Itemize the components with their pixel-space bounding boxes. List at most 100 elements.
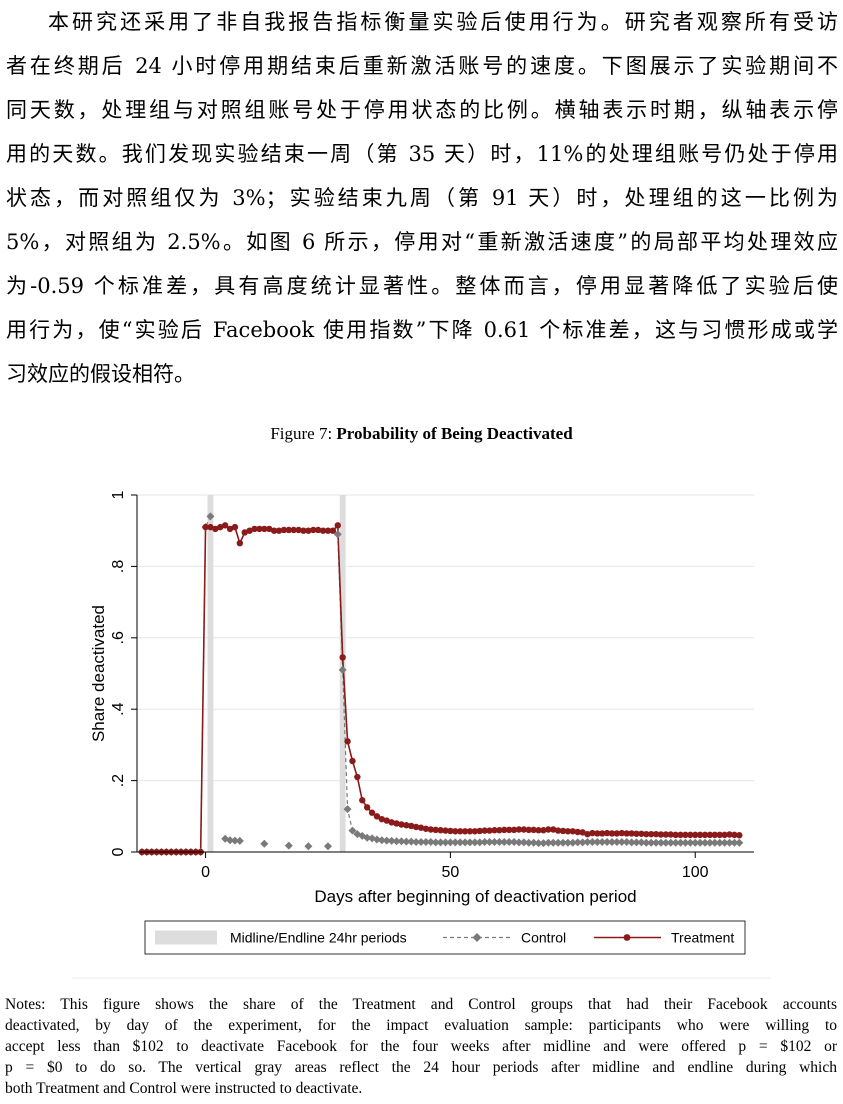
paragraph-line: 同天数，处理组与对照组账号处于停用状态的比例。横轴表示时期，纵轴表示停	[6, 98, 838, 122]
treatment-point	[378, 815, 386, 823]
treatment-point	[403, 822, 410, 829]
control-point	[696, 838, 705, 847]
notes-line: deactivated, by day of the experiment, f…	[5, 1017, 837, 1034]
plot-background	[137, 495, 754, 852]
control-point	[485, 838, 494, 847]
control-point	[412, 838, 421, 847]
treatment-point	[510, 826, 518, 834]
treatment-point	[618, 829, 625, 837]
control-point	[656, 838, 665, 847]
control-point	[235, 836, 244, 845]
control-point	[456, 838, 465, 847]
treatment-point	[643, 830, 650, 838]
control-point	[304, 842, 313, 851]
control-point	[524, 838, 533, 847]
treatment-point	[251, 525, 258, 533]
treatment-point	[295, 526, 302, 534]
treatment-point	[608, 830, 616, 837]
treatment-point	[559, 827, 567, 835]
treatment-point	[314, 526, 322, 534]
control-point	[338, 665, 347, 674]
legend: Midline/Endline 24hr periods Control Tre…	[144, 920, 746, 955]
treatment-point	[496, 827, 503, 834]
x-tick-label: 50	[441, 864, 459, 881]
treatment-point	[628, 830, 635, 837]
treatment-point	[662, 831, 670, 838]
control-point	[226, 836, 235, 845]
treatment-point	[701, 831, 709, 839]
treatment-point	[584, 830, 591, 838]
treatment-point	[408, 822, 415, 830]
treatment-point	[217, 523, 224, 531]
control-point	[676, 838, 685, 847]
control-point	[377, 836, 386, 845]
treatment-point	[310, 526, 317, 534]
x-ticks: 0 50 100	[201, 852, 709, 881]
control-point	[598, 838, 607, 847]
treatment-point	[221, 522, 229, 529]
treatment-point	[359, 797, 366, 804]
control-point	[622, 838, 631, 847]
treatment-point	[535, 827, 542, 834]
control-point	[446, 838, 455, 847]
treatment-point	[363, 804, 371, 811]
x-tick-label: 100	[682, 864, 709, 881]
legend-control-label: Control	[521, 930, 566, 946]
treatment-point	[540, 827, 547, 834]
control-point	[260, 839, 269, 848]
control-point	[206, 512, 215, 521]
treatment-point	[550, 826, 557, 833]
treatment-point	[383, 817, 390, 824]
control-point	[387, 836, 396, 845]
body-paragraph: 本研究还采用了非自我报告指标衡量实验后使用行为。研究者观察所有受访 者在终期后 …	[6, 0, 838, 396]
treatment-point	[261, 525, 268, 533]
treatment-point	[300, 527, 307, 534]
treatment-point	[226, 525, 234, 533]
control-point	[583, 838, 592, 847]
control-point	[559, 838, 568, 847]
control-point	[284, 841, 293, 850]
treatment-point	[417, 824, 425, 831]
treatment-point	[305, 527, 312, 534]
control-point	[495, 838, 504, 847]
treatment-point	[202, 523, 209, 531]
control-point	[681, 838, 690, 847]
control-point	[230, 836, 239, 845]
treatment-point	[520, 826, 528, 833]
legend-treatment-marker	[623, 934, 631, 941]
deactivation-chart: 0 .2 .4 .6 .8 1 0 50 100 Share deactivated Days…	[72, 490, 771, 979]
control-point	[382, 836, 391, 845]
y-tick-label: .2	[110, 774, 127, 787]
treatment-point	[256, 525, 263, 533]
treatment-point	[652, 830, 660, 838]
control-point	[661, 838, 670, 847]
treatment-point	[476, 827, 483, 835]
control-point	[652, 838, 661, 847]
control-point	[436, 838, 445, 847]
notes-line: Notes: This figure shows the share of th…	[5, 996, 837, 1013]
treatment-point	[721, 831, 728, 839]
treatment-point	[525, 826, 532, 834]
control-point	[710, 838, 719, 847]
treatment-point	[280, 526, 288, 534]
control-point	[578, 838, 587, 847]
treatment-point	[270, 527, 278, 534]
treatment-point	[246, 527, 253, 534]
paragraph-line: 者在终期后 24 小时停用期结束后重新激活账号的速度。下图展示了实验期间不	[6, 54, 838, 78]
y-tick-label: .4	[110, 702, 127, 715]
control-point	[632, 838, 641, 847]
treatment-point	[354, 773, 361, 781]
control-point	[353, 830, 362, 839]
treatment-point	[682, 831, 689, 839]
treatment-point	[706, 831, 714, 839]
control-point	[554, 838, 563, 847]
treatment-point	[324, 527, 332, 534]
paragraph-line: 本研究还采用了非自我报告指标衡量实验后使用行为。研究者观察所有受访	[48, 10, 838, 34]
treatment-point	[344, 738, 351, 745]
treatment-point	[574, 828, 581, 836]
control-point	[534, 839, 543, 848]
paragraph-line: 用的天数。我们发现实验结束一周（第 35 天）时，11%的处理组账号仍处于停用	[6, 142, 838, 166]
control-point	[647, 838, 656, 847]
control-point	[490, 838, 499, 847]
treatment-point	[373, 813, 381, 820]
